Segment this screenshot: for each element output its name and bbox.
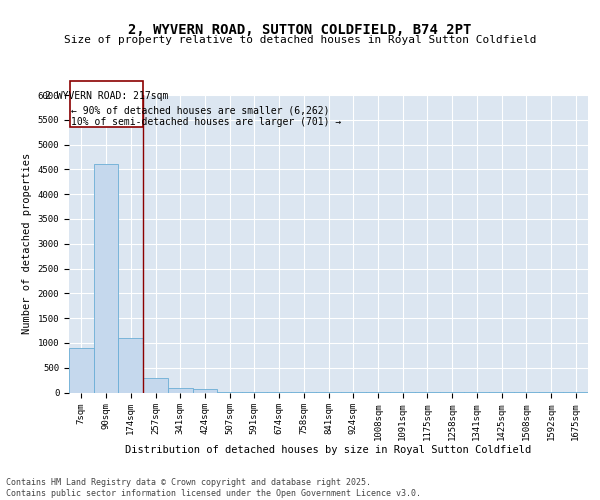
Bar	[69, 348, 94, 393]
Text: 2 WYVERN ROAD: 217sqm: 2 WYVERN ROAD: 217sqm	[45, 90, 168, 101]
Text: 2, WYVERN ROAD, SUTTON COLDFIELD, B74 2PT: 2, WYVERN ROAD, SUTTON COLDFIELD, B74 2P…	[128, 22, 472, 36]
FancyBboxPatch shape	[70, 81, 143, 127]
Bar	[193, 389, 217, 392]
Y-axis label: Number of detached properties: Number of detached properties	[22, 153, 32, 334]
Text: 10% of semi-detached houses are larger (701) →: 10% of semi-detached houses are larger (…	[71, 118, 342, 128]
X-axis label: Distribution of detached houses by size in Royal Sutton Coldfield: Distribution of detached houses by size …	[125, 446, 532, 456]
Text: ← 90% of detached houses are smaller (6,262): ← 90% of detached houses are smaller (6,…	[71, 106, 330, 116]
Text: Contains HM Land Registry data © Crown copyright and database right 2025.
Contai: Contains HM Land Registry data © Crown c…	[6, 478, 421, 498]
Bar	[118, 338, 143, 392]
Bar	[168, 388, 193, 392]
Text: Size of property relative to detached houses in Royal Sutton Coldfield: Size of property relative to detached ho…	[64, 35, 536, 45]
Bar	[143, 378, 168, 392]
Bar	[94, 164, 118, 392]
